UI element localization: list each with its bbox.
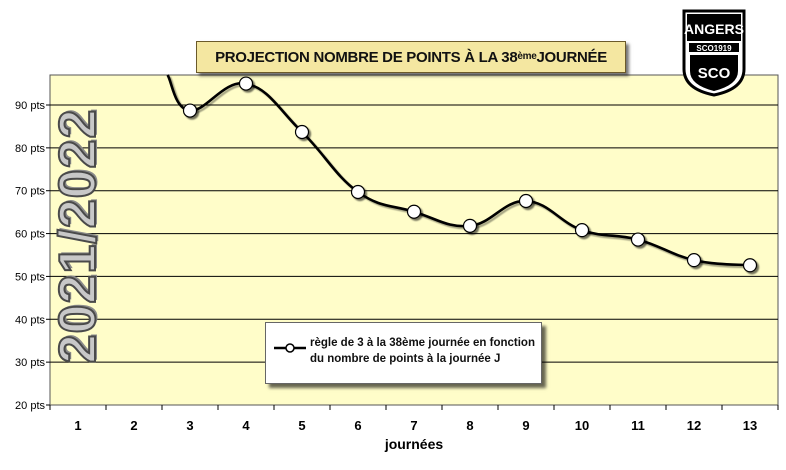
y-tick-label: 30 pts <box>15 357 45 369</box>
x-axis-label: journées <box>384 436 444 452</box>
x-tick-label: 1 <box>74 418 81 433</box>
data-point <box>182 103 198 118</box>
x-tick-label: 11 <box>631 418 645 433</box>
x-tick-label: 8 <box>466 418 473 433</box>
x-tick-label: 12 <box>687 418 701 433</box>
data-point <box>294 124 310 140</box>
y-tick-label: 40 pts <box>15 314 45 326</box>
y-axis-ticks: 20 pts 30 pts 40 pts 50 pts 60 pts 70 pts 80 p… <box>15 100 50 412</box>
x-axis-ticks: 1 2 3 4 5 6 7 8 9 10 11 12 13 <box>49 405 779 433</box>
data-point <box>630 232 646 247</box>
data-point <box>462 218 478 233</box>
y-tick-label: 20 pts <box>15 400 45 412</box>
y-tick-label: 90 pts <box>15 100 45 112</box>
logo-monogram: SCO <box>698 65 731 82</box>
chart-title-main: PROJECTION NOMBRE DE POINTS À LA 38 <box>215 48 518 66</box>
logo-band-text: SCO1919 <box>696 44 732 53</box>
legend-text-line1: règle de 3 à la 38ème journée en fonctio… <box>310 337 535 349</box>
y-tick-label: 80 pts <box>15 143 45 155</box>
x-tick-label: 9 <box>522 418 529 433</box>
x-tick-label: 7 <box>410 418 417 433</box>
series-points <box>182 76 758 273</box>
y-tick-label: 70 pts <box>15 186 45 198</box>
grid-lines <box>50 104 778 363</box>
data-point <box>518 193 534 209</box>
x-tick-label: 13 <box>743 418 757 433</box>
legend-text: règle de 3 à la 38ème journée en fonctio… <box>310 335 538 367</box>
chart-title: PROJECTION NOMBRE DE POINTS À LA 38 ème J… <box>196 41 626 73</box>
legend-text-line2: du nombre de points à la journée J <box>310 353 501 365</box>
x-tick-label: 10 <box>575 418 589 433</box>
season-label: 2021/2022 <box>48 108 108 365</box>
legend: règle de 3 à la 38ème journée en fonctio… <box>265 322 542 384</box>
x-tick-label: 3 <box>186 418 193 433</box>
y-tick-label: 60 pts <box>15 229 45 241</box>
data-point <box>350 184 366 200</box>
angers-sco-logo: ANGERS SCO1919 SCO <box>682 9 746 97</box>
x-tick-label: 4 <box>242 418 250 433</box>
legend-line-icon <box>274 343 306 353</box>
data-point <box>742 258 758 273</box>
x-tick-label: 5 <box>298 418 305 433</box>
data-point <box>574 223 590 238</box>
data-point <box>406 204 422 219</box>
chart-title-end: JOURNÉE <box>536 48 608 66</box>
chart-title-sup: ème <box>517 50 537 62</box>
x-tick-label: 6 <box>354 418 361 433</box>
logo-top-text: ANGERS <box>684 21 744 37</box>
data-point <box>238 76 254 91</box>
x-tick-label: 2 <box>130 418 137 433</box>
y-tick-label: 50 pts <box>15 271 45 283</box>
data-point <box>686 253 702 268</box>
